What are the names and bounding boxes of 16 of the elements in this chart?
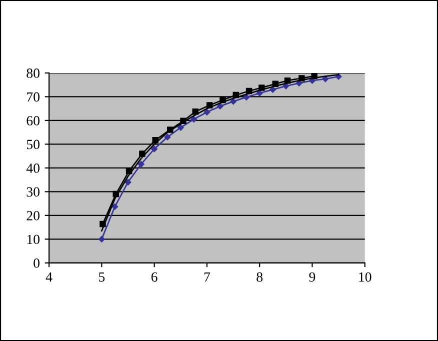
x-tick-label: 6 <box>151 272 158 282</box>
x-tick-label: 9 <box>309 272 316 282</box>
y-tick-label: 70 <box>27 92 40 102</box>
y-tick-label: 10 <box>27 234 40 244</box>
y-tick-label: 60 <box>26 116 40 126</box>
y-tick-label: 50 <box>26 140 40 150</box>
x-tick-label: 4 <box>46 272 52 282</box>
y-tick-label: 20 <box>26 211 40 220</box>
y-tick-label: 40 <box>26 164 40 173</box>
y-tick-label: 0 <box>34 258 40 268</box>
x-tick-label: 10 <box>359 272 372 282</box>
x-tick-label: 8 <box>256 272 263 282</box>
x-tick-label: 7 <box>204 272 210 282</box>
x-tick-label: 5 <box>99 272 105 282</box>
y-tick-label: 30 <box>26 187 40 197</box>
y-tick-label: 80 <box>26 68 40 78</box>
